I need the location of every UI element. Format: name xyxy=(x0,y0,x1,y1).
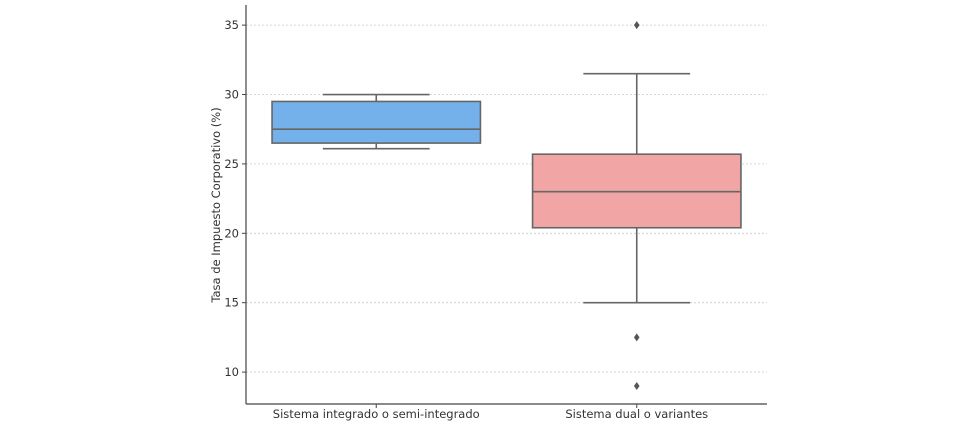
y-tick-label: 15 xyxy=(224,296,239,310)
y-tick-label: 30 xyxy=(224,88,239,102)
x-axis-ticks: Sistema integrado o semi-integrado Sistem… xyxy=(273,404,708,421)
y-axis-ticks: 10 15 20 25 30 35 xyxy=(224,18,246,379)
outlier-point xyxy=(633,333,640,342)
y-tick-label: 10 xyxy=(224,365,239,379)
y-tick-label: 20 xyxy=(224,226,239,240)
iqr-box xyxy=(271,100,482,144)
outlier-point xyxy=(633,381,640,390)
outlier-point xyxy=(633,21,640,30)
boxes xyxy=(271,21,742,390)
y-tick-label: 25 xyxy=(224,157,239,171)
x-tick-label: Sistema integrado o semi-integrado xyxy=(273,407,480,421)
y-tick-label: 35 xyxy=(224,18,239,32)
box-group xyxy=(271,93,482,150)
box-group xyxy=(531,21,742,390)
x-tick-label: Sistema dual o variantes xyxy=(565,407,708,421)
grid-lines xyxy=(246,24,767,373)
y-axis-label: Tasa de Impuesto Corporativo (%) xyxy=(209,107,223,303)
